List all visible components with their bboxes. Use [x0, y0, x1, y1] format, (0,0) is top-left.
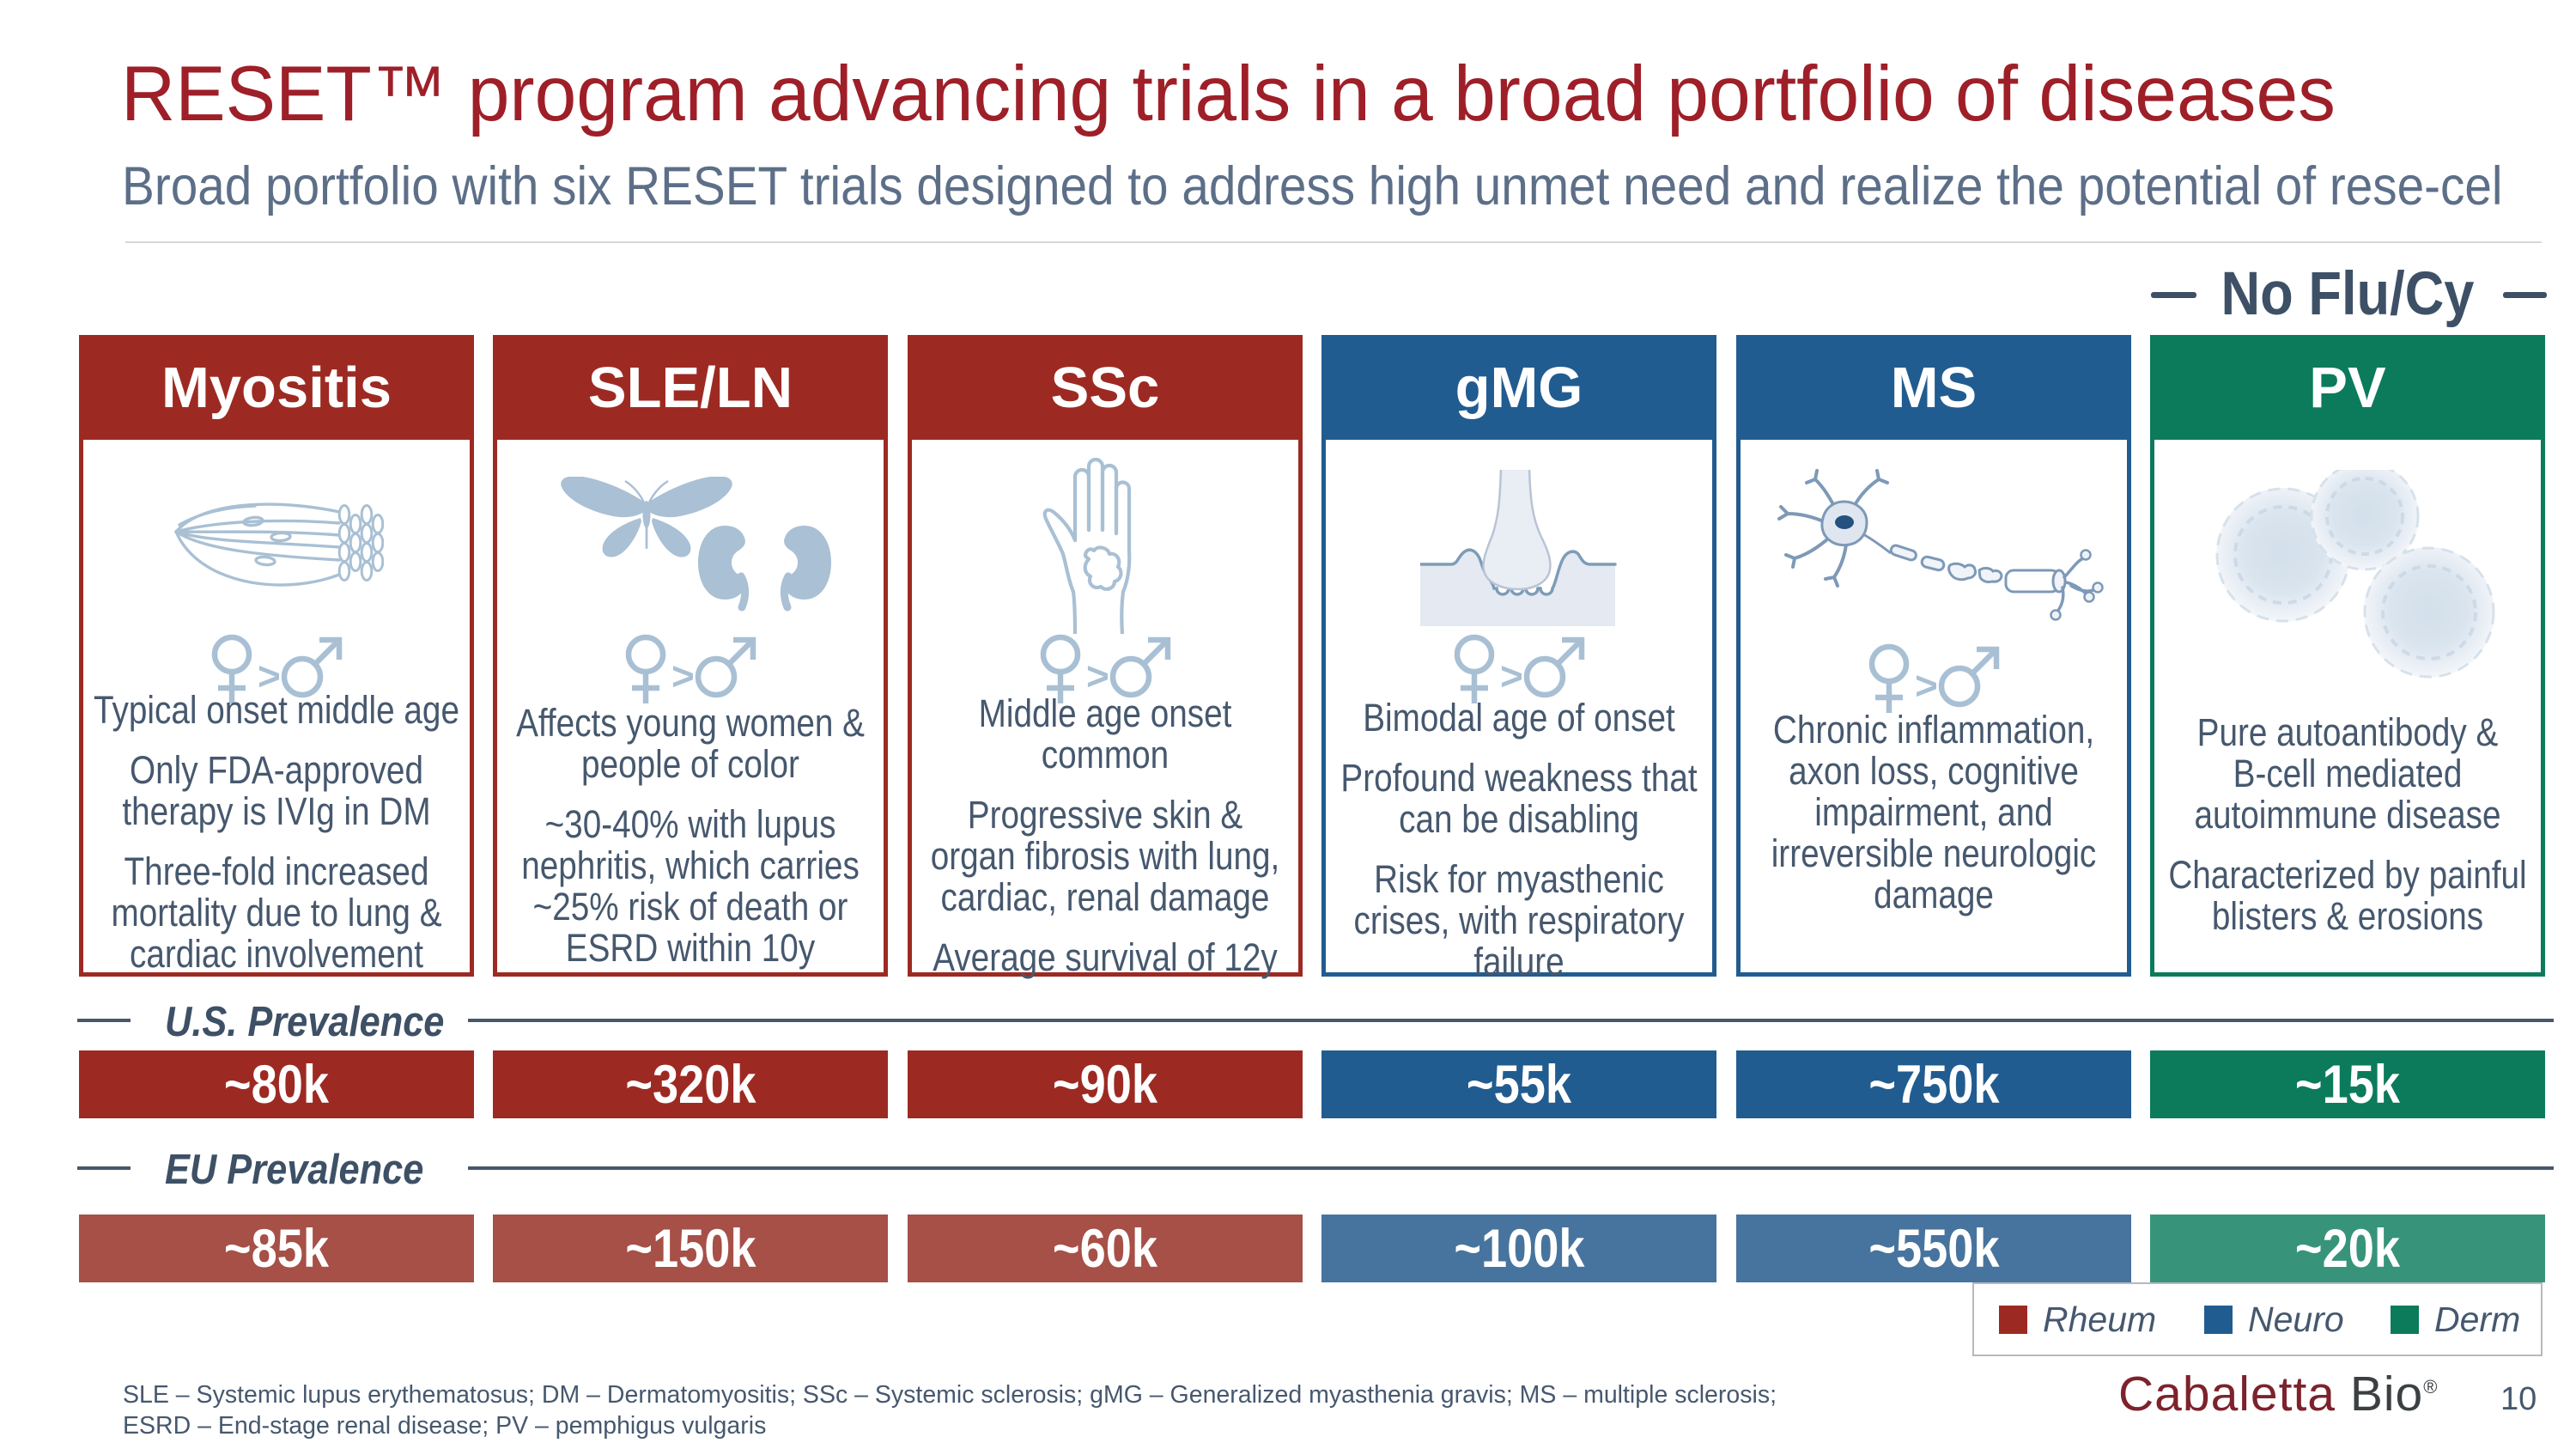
svg-text:>: > [1915, 663, 1938, 708]
svg-text:>: > [1500, 654, 1523, 698]
svg-text:>: > [671, 654, 695, 698]
svg-text:>: > [1086, 654, 1109, 698]
svg-text:>: > [258, 654, 281, 698]
